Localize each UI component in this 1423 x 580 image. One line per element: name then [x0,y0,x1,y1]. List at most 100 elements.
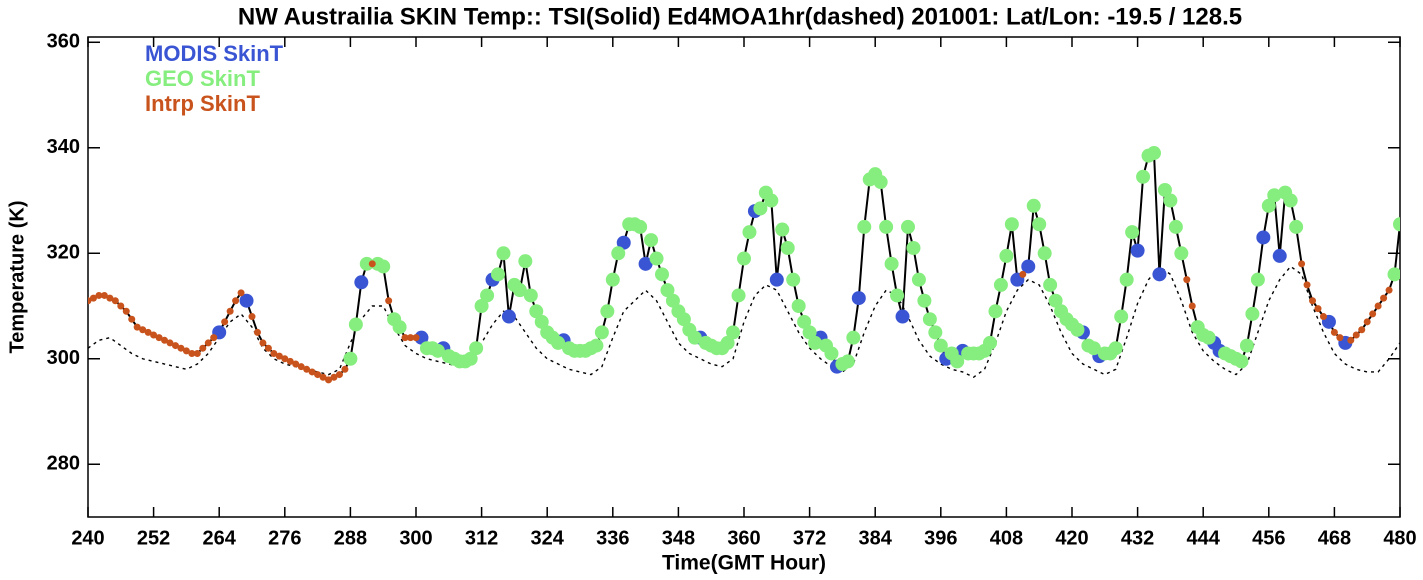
marker-point [286,357,294,365]
marker-point [1387,267,1400,282]
marker-point [1385,286,1393,294]
y-tick-label: 340 [47,136,80,158]
legend-entry: Intrp SkinT [145,91,260,116]
marker-point [469,341,484,356]
marker-point [895,309,910,324]
marker-point [731,288,746,303]
y-axis-label: Temperature (K) [6,201,28,354]
marker-point [348,317,363,332]
marker-point [1019,270,1027,278]
marker-point [780,240,795,255]
marker-point [193,349,201,357]
x-tick-label: 468 [1318,527,1351,549]
marker-point [1239,338,1254,353]
marker-point [1347,336,1355,344]
marker-point [1330,328,1338,336]
marker-point [911,272,926,287]
marker-point [512,283,527,298]
marker-point [1043,277,1058,292]
marker-point [1114,309,1129,324]
marker-point [122,307,130,315]
marker-point [343,351,358,366]
marker-point [983,335,997,350]
marker-point [1026,198,1041,213]
marker-point [1283,193,1298,208]
marker-point [851,291,866,306]
marker-point [188,349,196,357]
marker-point [797,314,812,329]
marker-point [368,260,376,268]
marker-point [922,312,937,327]
marker-point [1037,246,1052,261]
marker-point [401,334,409,342]
x-tick-label: 420 [1055,527,1088,549]
marker-point [1393,217,1400,232]
x-tick-label: 360 [727,527,760,549]
plot-frame [87,36,1401,518]
marker-point [232,297,240,305]
marker-point [1245,306,1260,321]
plot-area [88,146,1400,384]
marker-point [1309,297,1317,305]
marker-point [1004,217,1019,232]
marker-point [742,225,757,240]
marker-point [523,288,538,303]
marker-point [1021,259,1036,274]
x-tick-label: 480 [1383,527,1416,549]
marker-point [1352,331,1360,339]
marker-point [775,222,790,237]
marker-point [199,344,207,352]
marker-point [594,325,609,340]
marker-point [1130,243,1145,258]
marker-point [999,248,1014,263]
x-axis-label: Time(GMT Hour) [662,552,826,575]
marker-point [308,368,316,376]
marker-point [906,240,921,255]
marker-point [687,330,702,345]
marker-point [491,267,505,282]
marker-point [392,320,407,335]
marker-point [846,330,861,345]
marker-point [1183,276,1191,284]
marker-point [917,293,932,308]
marker-point [633,219,648,234]
marker-point [407,334,415,342]
marker-point [226,307,234,315]
x-tick-label: 312 [465,527,498,549]
marker-point [275,352,283,360]
marker-point [281,355,289,363]
marker-point [720,335,735,350]
marker-point [155,334,163,342]
y-tick-label: 280 [47,453,80,475]
marker-point [808,335,823,350]
marker-point [330,373,338,381]
x-tick-label: 288 [334,527,367,549]
marker-point [1086,341,1101,356]
marker-point [150,331,158,339]
marker-point [501,309,516,324]
y-tick-label: 320 [47,242,80,264]
marker-point [928,325,943,340]
marker-point [139,326,147,334]
marker-point [474,299,489,314]
marker-point [840,354,855,369]
marker-point [1250,272,1265,287]
marker-point [655,267,669,282]
marker-point [128,315,136,323]
marker-point [1168,219,1183,234]
marker-point [1358,326,1366,334]
marker-point [993,277,1008,292]
marker-point [354,275,369,290]
x-tick-label: 456 [1252,527,1285,549]
marker-point [551,335,566,350]
x-tick-label: 264 [203,527,237,549]
marker-point [210,334,218,342]
legend-entry: GEO SkinT [145,66,260,91]
marker-point [100,291,108,299]
marker-point [786,272,801,287]
marker-point [638,256,653,271]
marker-point [950,354,965,369]
x-tick-label: 408 [990,527,1023,549]
marker-point [660,283,675,298]
marker-point [1157,182,1172,197]
